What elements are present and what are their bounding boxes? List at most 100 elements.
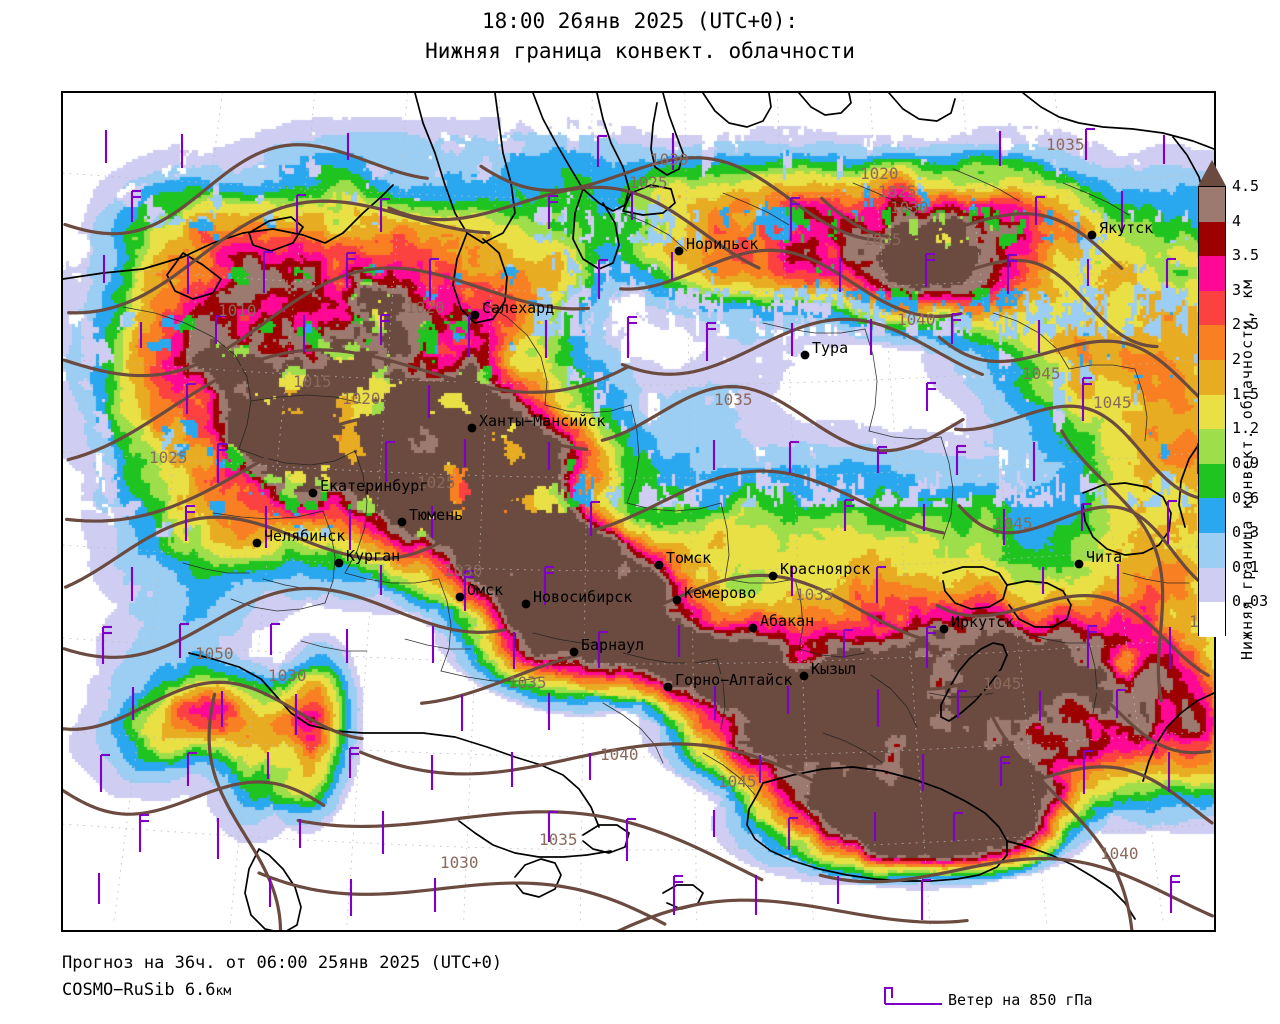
isobar-label: 1035	[714, 390, 753, 409]
city-label: Кемерово	[684, 584, 756, 602]
colorbar-tick-label: 4	[1232, 211, 1242, 230]
city-label: Чита	[1086, 548, 1122, 566]
wind-barb	[956, 689, 967, 718]
wind-barb	[950, 312, 961, 344]
colorbar-segment	[1199, 567, 1225, 603]
city-marker	[672, 595, 682, 605]
city[interactable]: Омск	[455, 581, 504, 602]
city-marker	[1087, 230, 1097, 240]
wind-barb	[1082, 749, 1093, 794]
wind-barb	[924, 252, 935, 287]
colorbar-tick-label: 1.5	[1232, 384, 1260, 403]
colorbar-tick-labels: 4.5 4 3.5 3 2.5 2 1.5 1.2 0.9 0.6 0.3 0.1 0.03	[1230, 179, 1280, 636]
isobar-label: 1045	[1093, 393, 1132, 412]
isobar-label: 1020	[342, 389, 381, 408]
city[interactable]: Абакан	[748, 612, 815, 633]
wind-barb	[99, 753, 110, 792]
city[interactable]: Ханты−Мансийск	[467, 412, 606, 433]
model-resolution-unit: км	[215, 984, 232, 999]
city[interactable]: Якутск	[1087, 219, 1154, 240]
wind-barb	[705, 321, 716, 361]
colorbar-tick-label: 4.5	[1232, 177, 1260, 195]
wind-barb	[955, 444, 966, 475]
city[interactable]: Томск	[654, 549, 712, 570]
city-label: Барнаул	[581, 636, 644, 654]
city-marker	[768, 571, 778, 581]
wind-barb	[262, 250, 273, 293]
city[interactable]: Тура	[800, 339, 849, 360]
colorbar-tick-label: 2.5	[1232, 315, 1260, 334]
city[interactable]: Горно−Алтайск	[663, 671, 793, 692]
city-label: Ханты−Мансийск	[479, 412, 605, 430]
isobars	[63, 143, 1214, 930]
wind-legend: Ветер на 850 гПа	[876, 984, 1216, 1018]
wind-barb	[101, 625, 112, 664]
wind-barb	[1080, 502, 1091, 531]
city[interactable]: Екатеринбург	[308, 477, 429, 498]
wind-barb	[345, 251, 356, 288]
wind-barb	[589, 500, 600, 536]
city-marker	[467, 423, 477, 433]
isobar-label: 1020	[406, 298, 445, 317]
city[interactable]: Кемерово	[672, 584, 757, 605]
colorbar-tick-label: 0.1	[1232, 557, 1260, 576]
wind-barb	[999, 755, 1010, 786]
city-marker	[748, 623, 758, 633]
city[interactable]: Новосибирск	[521, 588, 633, 609]
city-label: Кызыл	[811, 660, 856, 678]
colorbar-segment	[1199, 498, 1225, 534]
weather-map[interactable]: 1010 1020 1015 1020 1025 1025 1030 1030 1025 1020…	[61, 91, 1216, 932]
wind-barb	[547, 810, 558, 842]
colorbar-tick-label: 0.03	[1232, 592, 1269, 611]
isobar-label: 1045	[718, 772, 757, 791]
wind-barb	[543, 565, 554, 605]
wind-barb	[1006, 253, 1017, 294]
city-marker	[521, 599, 531, 609]
city-marker	[569, 647, 579, 657]
wind-barb	[463, 569, 474, 611]
wind-barb	[138, 813, 149, 852]
city[interactable]: Красноярск	[768, 560, 871, 581]
wind-barb	[184, 504, 195, 541]
wind-barb	[920, 878, 931, 920]
isobar-label: 1045	[1022, 364, 1061, 383]
wind-barb	[597, 258, 608, 299]
city[interactable]: Тюмень	[397, 506, 464, 527]
city-marker	[455, 592, 465, 602]
wind-barb	[384, 440, 395, 482]
wind-barb	[672, 874, 683, 915]
colorbar-segment	[1199, 290, 1225, 326]
isobar-label: 1045	[983, 674, 1022, 693]
city-marker	[799, 671, 809, 681]
wind-barb	[130, 189, 141, 222]
city[interactable]: Иркутск	[939, 613, 1015, 634]
wind-barb-icon	[884, 987, 942, 1005]
wind-barbs	[97, 127, 1200, 920]
page-title: 18:00 26янв 2025 (UTC+0): Нижняя граница…	[0, 6, 1280, 66]
city-marker	[308, 488, 318, 498]
city[interactable]: Чита	[1074, 548, 1123, 569]
city[interactable]: Курган	[334, 547, 401, 568]
colorbar-segment	[1199, 325, 1225, 361]
wind-barb	[379, 313, 390, 345]
city[interactable]: Салехард	[470, 299, 555, 320]
city-label: Томск	[666, 549, 711, 567]
wind-barb	[789, 196, 800, 241]
city[interactable]: Барнаул	[569, 636, 645, 657]
wind-barb	[843, 498, 854, 531]
wind-barb	[597, 630, 608, 668]
city[interactable]: Кызыл	[799, 660, 857, 681]
title-valid-time: 18:00 26янв 2025 (UTC+0):	[481, 9, 799, 33]
isobar-label: 1035	[508, 673, 547, 692]
city[interactable]: Норильск	[674, 235, 759, 256]
colorbar-segment	[1199, 429, 1225, 464]
wind-barb	[178, 622, 189, 658]
city[interactable]: Челябинск	[252, 527, 346, 548]
isobar-label: 1010	[218, 301, 257, 320]
city-marker	[654, 560, 664, 570]
city-label: Абакан	[760, 612, 814, 630]
isobar-label: 1030	[440, 853, 479, 872]
colorbar-tick-label: 0.9	[1232, 453, 1260, 472]
cities: Якутск Норильск Салехард Тура Ханты−Мансийск…	[252, 219, 1154, 692]
